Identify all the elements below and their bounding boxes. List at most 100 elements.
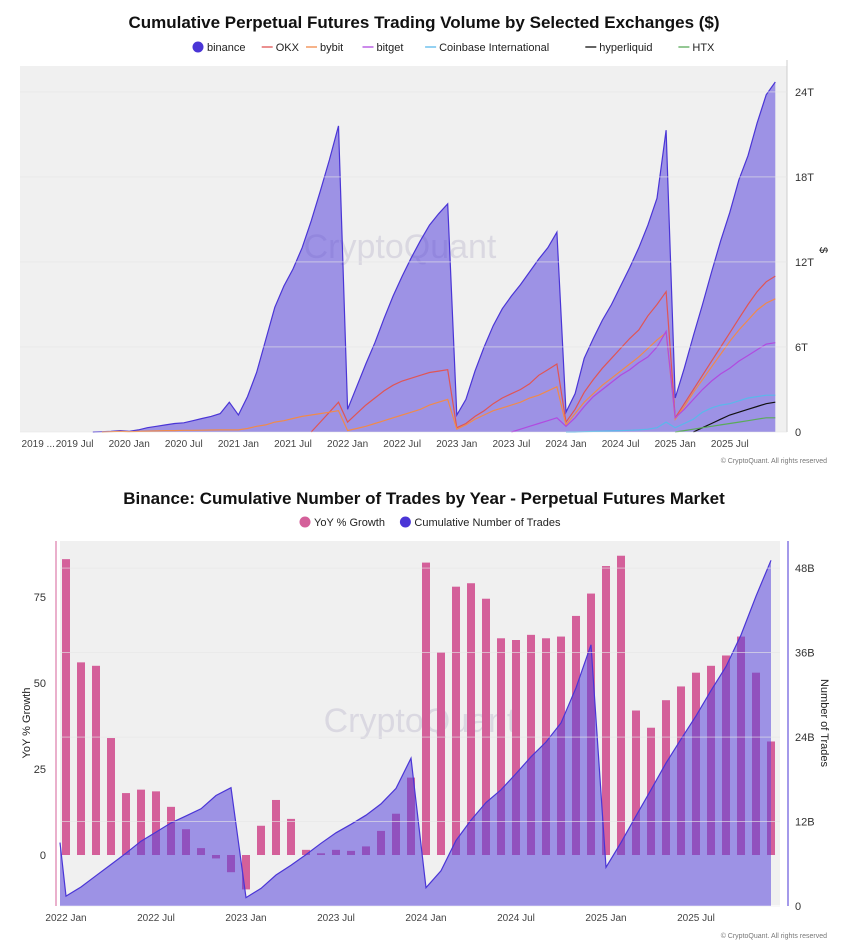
yoy-growth-bar bbox=[617, 555, 625, 855]
legend-item-htx[interactable]: HTX bbox=[678, 42, 715, 54]
legend-item-binance[interactable]: binance bbox=[192, 41, 246, 55]
yoy-growth-bar bbox=[302, 849, 310, 855]
series-hyperliquid-line bbox=[693, 401, 776, 433]
legend-swatch bbox=[192, 41, 204, 53]
legend-label: hyperliquid bbox=[599, 42, 652, 54]
yoy-growth-bar bbox=[257, 825, 265, 855]
yoy-growth-bar bbox=[152, 791, 160, 855]
series-coinbase-international-line bbox=[566, 394, 776, 433]
yoy-growth-bar bbox=[77, 662, 85, 855]
trades-chart: Binance: Cumulative Number of Trades by … bbox=[21, 489, 830, 940]
legend-label: Coinbase International bbox=[439, 42, 549, 54]
chart1-y-axis-label: $ bbox=[817, 247, 829, 253]
x-tick-label: 2020 Jul bbox=[165, 439, 203, 450]
yoy-growth-bar bbox=[602, 566, 610, 855]
x-tick-label: 2023 Jul bbox=[317, 913, 355, 924]
chart2-right-axis-label: Number of Trades bbox=[818, 679, 830, 768]
yoy-growth-bar bbox=[452, 586, 460, 855]
legend-item-bitget[interactable]: bitget bbox=[362, 42, 404, 54]
cumulative-trades-area bbox=[60, 560, 771, 906]
x-tick-label: 2025 Jul bbox=[677, 913, 715, 924]
x-tick-label: 2022 Jul bbox=[383, 439, 421, 450]
legend-label: Cumulative Number of Trades bbox=[414, 517, 561, 529]
yoy-growth-bar bbox=[287, 818, 295, 855]
x-tick-label: 2023 Jan bbox=[436, 439, 477, 450]
right-y-tick-label: 48B bbox=[795, 563, 815, 575]
legend-item-bybit[interactable]: bybit bbox=[306, 42, 343, 54]
x-tick-label: 2025 Jan bbox=[585, 913, 626, 924]
legend-label: bybit bbox=[320, 42, 343, 54]
legend-label: YoY % Growth bbox=[314, 517, 385, 529]
yoy-growth-bar bbox=[482, 598, 490, 855]
yoy-growth-bar bbox=[437, 652, 445, 855]
right-y-tick-label: 0 bbox=[795, 901, 801, 913]
x-tick-label: 2022 Jul bbox=[137, 913, 175, 924]
x-tick-label: 2022 Jan bbox=[327, 439, 368, 450]
x-tick-label: 2022 Jan bbox=[45, 913, 86, 924]
x-tick-label: 2023 Jan bbox=[225, 913, 266, 924]
yoy-growth-bar bbox=[62, 559, 70, 855]
x-tick-label: 2024 Jul bbox=[497, 913, 535, 924]
yoy-growth-bar bbox=[632, 710, 640, 855]
legend-item-coinbase-international[interactable]: Coinbase International bbox=[425, 42, 549, 54]
yoy-growth-bar bbox=[422, 562, 430, 855]
yoy-growth-bar bbox=[497, 638, 505, 855]
left-y-tick-label: 25 bbox=[34, 764, 46, 776]
legend-item-yoy-growth[interactable]: YoY % Growth bbox=[299, 516, 385, 530]
yoy-growth-bar bbox=[122, 793, 130, 855]
right-y-tick-label: 12B bbox=[795, 817, 815, 829]
left-y-tick-label: 50 bbox=[34, 678, 46, 690]
legend-label: HTX bbox=[692, 42, 715, 54]
x-tick-label: 2025 Jul bbox=[711, 439, 749, 450]
legend-swatch bbox=[399, 516, 411, 528]
series-htx-line bbox=[675, 417, 776, 433]
legend-label: OKX bbox=[276, 42, 300, 54]
series-okx-line bbox=[310, 275, 776, 433]
yoy-growth-bar bbox=[467, 583, 475, 855]
right-y-tick-label: 24B bbox=[795, 732, 815, 744]
y-tick-label: 0 bbox=[795, 427, 801, 439]
y-tick-label: 6T bbox=[795, 342, 808, 354]
y-tick-label: 24T bbox=[795, 87, 814, 99]
x-tick-label: 2025 Jan bbox=[655, 439, 696, 450]
x-tick-label: 2021 Jan bbox=[218, 439, 259, 450]
left-y-tick-label: 0 bbox=[40, 850, 46, 862]
series-bybit-line bbox=[101, 298, 776, 433]
chart2-left-axis-label: YoY % Growth bbox=[21, 688, 33, 759]
x-tick-label: 2024 Jan bbox=[405, 913, 446, 924]
volume-chart: Cumulative Perpetual Futures Trading Vol… bbox=[20, 13, 829, 465]
series-bitget-line bbox=[511, 329, 776, 433]
legend-item-cumulative-number-of-trades[interactable]: Cumulative Number of Trades bbox=[399, 516, 561, 530]
x-tick-label: 2019 ... bbox=[22, 439, 55, 450]
yoy-growth-bar bbox=[107, 738, 115, 855]
yoy-growth-bar bbox=[137, 789, 145, 855]
legend-item-okx[interactable]: OKX bbox=[261, 42, 300, 54]
series-binance-area bbox=[92, 82, 776, 432]
cumulative-trades-line bbox=[59, 560, 772, 899]
x-tick-label: 2019 Jul bbox=[56, 439, 94, 450]
chart2-legend: YoY % Growth Cumulative Number of Trades bbox=[299, 516, 561, 530]
yoy-growth-bar bbox=[92, 665, 100, 855]
x-tick-label: 2024 Jan bbox=[545, 439, 586, 450]
left-y-tick-label: 75 bbox=[34, 592, 46, 604]
yoy-growth-bar bbox=[272, 799, 280, 855]
x-tick-label: 2020 Jan bbox=[109, 439, 150, 450]
legend-item-hyperliquid[interactable]: hyperliquid bbox=[585, 42, 653, 54]
y-tick-label: 12T bbox=[795, 257, 814, 269]
x-tick-label: 2024 Jul bbox=[602, 439, 640, 450]
x-tick-label: 2021 Jul bbox=[274, 439, 312, 450]
chart2-footer: © CryptoQuant. All rights reserved bbox=[721, 932, 827, 940]
chart1-footer: © CryptoQuant. All rights reserved bbox=[721, 457, 827, 465]
x-tick-label: 2023 Jul bbox=[492, 439, 530, 450]
yoy-growth-bar bbox=[527, 634, 535, 855]
legend-label: binance bbox=[207, 42, 246, 54]
legend-swatch bbox=[299, 516, 311, 528]
right-y-tick-label: 36B bbox=[795, 648, 815, 660]
chart1-title: Cumulative Perpetual Futures Trading Vol… bbox=[128, 13, 719, 32]
legend-label: bitget bbox=[377, 42, 404, 54]
chart1-legend: binance OKX bybit bitget Coinbase Internatio… bbox=[192, 41, 715, 55]
yoy-growth-bar bbox=[242, 855, 250, 890]
y-tick-label: 18T bbox=[795, 172, 814, 184]
yoy-growth-bar bbox=[512, 640, 520, 855]
